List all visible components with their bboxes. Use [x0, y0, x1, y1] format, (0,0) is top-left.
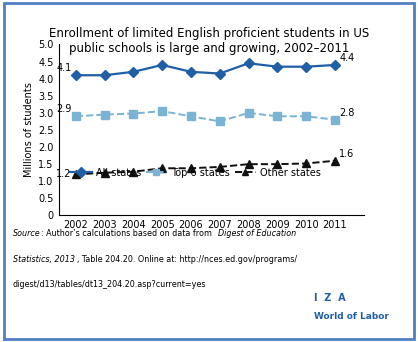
- Text: 4.1: 4.1: [56, 63, 71, 73]
- Text: 2.8: 2.8: [339, 108, 354, 118]
- Legend: All states, Top 6 states, Other states: All states, Top 6 states, Other states: [66, 164, 325, 182]
- Text: 4.4: 4.4: [339, 53, 354, 63]
- Text: 2.9: 2.9: [56, 104, 71, 114]
- Text: World of Labor: World of Labor: [314, 313, 388, 321]
- Text: I  Z  A: I Z A: [314, 293, 345, 303]
- Text: , Table 204.20. Online at: http://nces.ed.gov/programs/: , Table 204.20. Online at: http://nces.e…: [77, 255, 298, 264]
- Text: : Author’s calculations based on data from: : Author’s calculations based on data fr…: [41, 229, 214, 238]
- Text: Source: Source: [13, 229, 40, 238]
- Text: Statistics, 2013: Statistics, 2013: [13, 255, 74, 264]
- Text: 1.2: 1.2: [56, 169, 71, 180]
- Y-axis label: Millions of students: Millions of students: [24, 82, 34, 177]
- Text: digest/d13/tables/dt13_204.20.asp?current=yes: digest/d13/tables/dt13_204.20.asp?curren…: [13, 280, 206, 289]
- Text: Digest of Education: Digest of Education: [218, 229, 296, 238]
- Text: Enrollment of limited English proficient students in US
public schools is large : Enrollment of limited English proficient…: [49, 27, 369, 55]
- Text: 1.6: 1.6: [339, 149, 354, 159]
